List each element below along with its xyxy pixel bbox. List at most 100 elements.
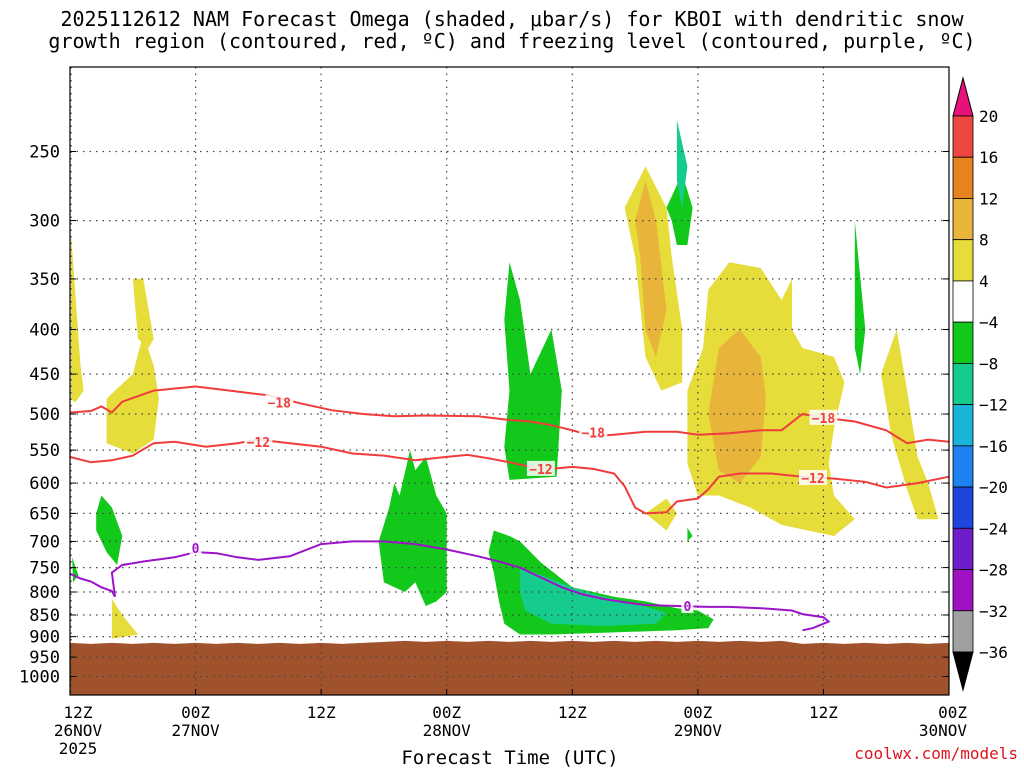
y-tick-label: 550 — [29, 441, 60, 461]
omega-region-12 — [504, 262, 562, 480]
y-tick-label: 350 — [29, 270, 60, 290]
contours: −18 −18 −18 −12 −12 −12 0 0 — [69, 385, 950, 632]
x-tick-label: 29NOV — [674, 721, 723, 740]
contour-label: 0 — [192, 542, 200, 557]
colorbar-label: 16 — [979, 148, 998, 167]
colorbar-swatch — [952, 486, 974, 529]
colorbar-label: −12 — [979, 396, 1008, 415]
x-tick-label: 27NOV — [171, 721, 220, 740]
colorbar-swatch — [952, 156, 974, 199]
contour-label: −18 — [581, 426, 605, 441]
omega-region-15 — [72, 557, 79, 583]
colorbar-label: 4 — [979, 272, 989, 291]
y-tick-label: 650 — [29, 504, 60, 524]
y-tick-label: 950 — [29, 648, 60, 668]
x-tick-label: 30NOV — [919, 721, 968, 740]
y-tick-label: 250 — [29, 143, 60, 163]
contour-label-bg — [809, 409, 838, 425]
colorbar: 20 16 12 8 4 −4 −8 −12 −16 −20 −24 −28 −32 −36 — [952, 76, 1008, 692]
colorbar-swatch — [952, 569, 974, 612]
colorbar-label: 20 — [979, 107, 998, 126]
freezing-contour-2 — [69, 540, 831, 632]
omega-region-2 — [132, 278, 154, 348]
omega-region-13 — [378, 450, 447, 606]
colorbar-bottom-arrow — [952, 651, 974, 692]
y-tick-label: 900 — [29, 628, 60, 648]
colorbar-label: −24 — [979, 519, 1008, 538]
colorbar-label: −32 — [979, 602, 1008, 621]
omega-region-10 — [666, 173, 693, 245]
colorbar-label: −16 — [979, 437, 1008, 456]
colorbar-swatch — [952, 321, 974, 364]
omega-region-18 — [676, 119, 688, 208]
credit-text: coolwx.com/models — [854, 744, 1018, 763]
title-line-1: 2025112612 NAM Forecast Omega (shaded, μ… — [60, 7, 964, 31]
y-tick-label: 500 — [29, 405, 60, 425]
omega-region-7 — [881, 329, 939, 520]
x-tick-label: 12Z — [558, 703, 587, 722]
colorbar-swatch — [952, 239, 974, 282]
omega-region-1 — [106, 334, 159, 454]
omega-region-6 — [645, 498, 677, 531]
grid-lines — [70, 67, 949, 695]
chart-title: 2025112612 NAM Forecast Omega (shaded, μ… — [0, 8, 1024, 52]
contour-label: −18 — [268, 396, 292, 411]
x-tick-label: 28NOV — [423, 721, 472, 740]
y-tick-label: 400 — [29, 321, 60, 341]
plot-frame — [69, 66, 950, 696]
omega-region-9 — [708, 329, 766, 484]
colorbar-label: −20 — [979, 478, 1008, 497]
contour-label-bg — [244, 433, 273, 449]
contour-label: −12 — [247, 436, 270, 451]
contour-label-bg — [265, 394, 294, 410]
title-line-2: growth region (contoured, red, ºC) and f… — [48, 29, 976, 53]
colorbar-swatch — [952, 198, 974, 241]
x-tick-label: 00Z — [683, 703, 712, 722]
y-tick-label: 300 — [29, 212, 60, 232]
y-tick-label: 800 — [29, 583, 60, 603]
colorbar-swatch — [952, 527, 974, 570]
colorbar-label: −28 — [979, 561, 1008, 580]
terrain — [70, 640, 949, 695]
omega-region-3 — [111, 599, 138, 639]
colorbar-swatch — [952, 610, 974, 653]
y-tick-label: 750 — [29, 559, 60, 579]
colorbar-swatch — [952, 404, 974, 447]
x-tick-label: 00Z — [938, 703, 967, 722]
colorbar-label: −36 — [979, 643, 1008, 662]
x-tick-label: 00Z — [432, 703, 461, 722]
colorbar-swatch — [952, 362, 974, 406]
contour-label: −18 — [812, 412, 836, 427]
contour-label: 0 — [683, 600, 691, 615]
x-tick-label: 26NOV — [54, 721, 103, 740]
contour-label-bg — [798, 469, 827, 485]
contour-label: −12 — [529, 463, 552, 478]
colorbar-label: 8 — [979, 231, 989, 250]
x-tick-label: 12Z — [64, 703, 93, 722]
colorbar-label: −8 — [979, 354, 998, 373]
omega-region-14 — [96, 495, 123, 565]
colorbar-label: 12 — [979, 189, 998, 208]
y-tick-label: 600 — [29, 474, 60, 494]
colorbar-label: −4 — [979, 313, 998, 332]
colorbar-swatch — [952, 115, 974, 158]
omega-region-0 — [71, 233, 84, 403]
colorbar-swatch — [952, 445, 974, 488]
colorbar-top-arrow — [952, 76, 974, 117]
colorbar-swatch — [952, 280, 974, 323]
contour-label-bg — [579, 424, 608, 440]
contour-label-bg — [189, 539, 202, 555]
contour-label-bg — [681, 597, 694, 613]
x-tick-label: 00Z — [181, 703, 210, 722]
x-tick-label: 2025 — [59, 739, 98, 758]
omega-region-8 — [635, 180, 667, 357]
y-tick-label: 1000 — [19, 668, 60, 688]
contour-label-bg — [526, 460, 555, 476]
omega-region-11 — [854, 220, 866, 375]
contour-label: −12 — [801, 472, 824, 487]
y-tick-label: 850 — [29, 606, 60, 626]
y-tick-label: 700 — [29, 532, 60, 552]
omega-shading — [71, 119, 939, 639]
